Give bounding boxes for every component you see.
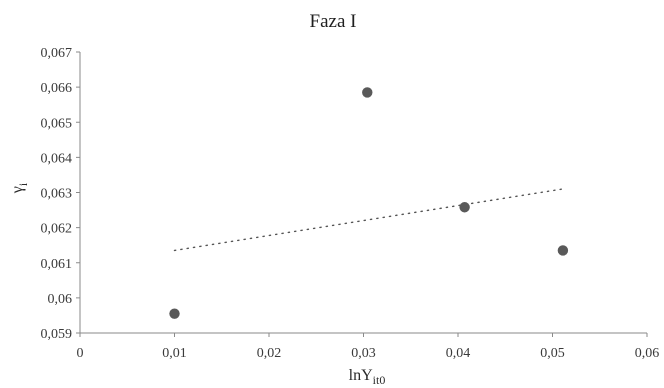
data-point	[557, 245, 569, 256]
x-axis-label-sub: it0	[373, 373, 386, 387]
data-points	[169, 87, 569, 319]
y-axis-label: γi	[9, 182, 30, 194]
x-tick-label: 0,05	[540, 346, 565, 361]
y-axis-label-sub: i	[16, 182, 30, 186]
svg-text:γi: γi	[9, 182, 30, 194]
y-tick-label: 0,067	[41, 46, 73, 61]
y-tick-label: 0,064	[41, 151, 73, 166]
y-axis-label-main: γ	[9, 186, 26, 194]
y-tick-label: 0,06	[48, 292, 73, 307]
x-tick-label: 0,01	[162, 346, 187, 361]
chart-title: Faza I	[310, 11, 357, 32]
x-axis-label: lnYit0	[349, 367, 386, 387]
x-tick-label: 0,06	[635, 346, 660, 361]
x-tick-label: 0,04	[446, 346, 471, 361]
svg-text:lnYit0: lnYit0	[349, 367, 386, 387]
x-tick-label: 0,03	[351, 346, 376, 361]
y-tick-label: 0,063	[41, 187, 73, 202]
data-point	[459, 202, 470, 213]
data-point	[169, 308, 180, 319]
y-tick-label: 0,066	[41, 81, 73, 96]
data-point	[362, 87, 373, 98]
y-axis-ticks: 0,059 0,06 0,061 0,062 0,063 0,064 0,065 0,066 0…	[41, 46, 80, 342]
y-tick-label: 0,065	[41, 116, 73, 131]
trendline	[173, 188, 564, 252]
y-tick-label: 0,062	[41, 222, 73, 237]
x-tick-label: 0	[77, 346, 84, 361]
y-tick-label: 0,061	[41, 257, 73, 272]
x-axis-label-main: lnY	[349, 367, 373, 384]
x-tick-label: 0,02	[257, 346, 282, 361]
y-tick-label: 0,059	[41, 327, 73, 342]
x-axis-ticks: 0 0,01 0,02 0,03 0,04 0,05 0,06	[77, 333, 660, 361]
